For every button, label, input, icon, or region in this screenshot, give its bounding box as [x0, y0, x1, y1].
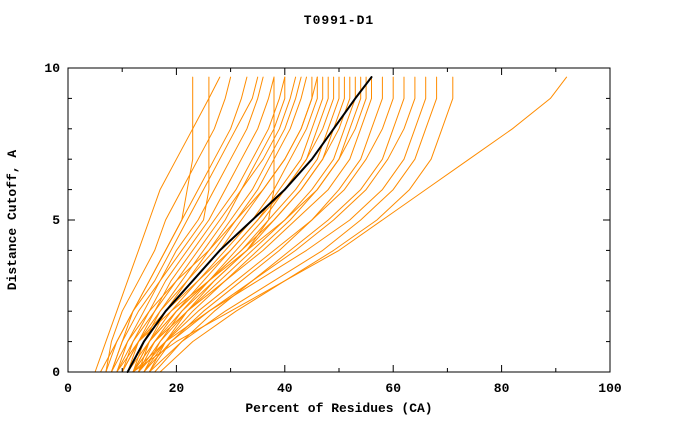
svg-text:0: 0 [64, 381, 72, 396]
svg-text:10: 10 [44, 61, 60, 76]
svg-text:100: 100 [598, 381, 622, 396]
svg-text:0: 0 [52, 365, 60, 380]
svg-text:40: 40 [277, 381, 293, 396]
svg-text:80: 80 [494, 381, 510, 396]
svg-text:5: 5 [52, 213, 60, 228]
svg-text:20: 20 [169, 381, 185, 396]
x-axis-label: Percent of Residues (CA) [245, 401, 433, 416]
chart-title: T0991-D1 [303, 13, 375, 28]
svg-text:60: 60 [385, 381, 401, 396]
